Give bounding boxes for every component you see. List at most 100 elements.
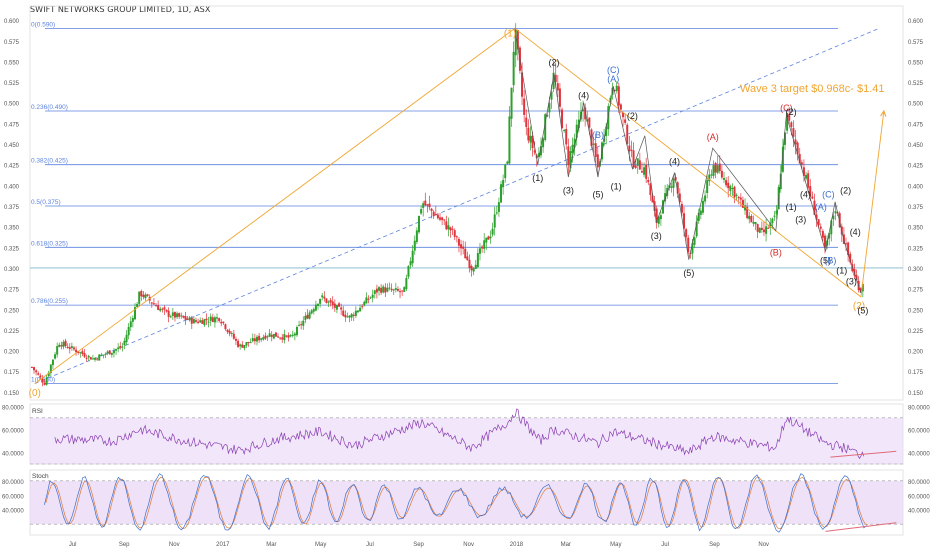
price-tick-right: 0.275: [908, 288, 924, 294]
candle-body: [43, 382, 46, 385]
candle-body: [546, 114, 549, 117]
candle-body: [194, 320, 197, 322]
candle-body: [340, 307, 343, 310]
stoch-k-line: [44, 473, 867, 533]
wave-label: (1): [504, 29, 516, 40]
price-tick-left: 0.375: [4, 205, 20, 211]
candle-body: [565, 128, 568, 145]
candle-body: [622, 112, 625, 118]
candle-body: [712, 165, 715, 176]
candle-body: [701, 200, 704, 213]
rsi-title: RSI: [32, 408, 43, 415]
wave-label: (5): [592, 190, 603, 200]
candle-body: [634, 165, 637, 168]
price-tick-left: 0.600: [4, 19, 20, 25]
candle-body: [527, 127, 530, 141]
candle-body: [178, 313, 181, 317]
candle-body: [727, 182, 730, 189]
price-tick-right: 0.425: [908, 164, 924, 170]
candle-body: [123, 340, 126, 346]
candle-body: [760, 227, 763, 230]
candle-body: [365, 297, 368, 304]
candle-body: [62, 341, 65, 347]
stoch-tick-right: 60.0000: [908, 494, 930, 500]
wave-label: (3): [563, 185, 574, 195]
candle-body: [758, 227, 761, 233]
candle-body: [655, 208, 658, 223]
time-tick: 2018: [510, 542, 524, 548]
candle-body: [464, 248, 467, 259]
candle-body: [571, 144, 574, 154]
wave-label: (2): [853, 301, 865, 312]
candle-body: [81, 351, 84, 354]
candle-body: [470, 266, 473, 271]
candle-body: [790, 122, 793, 128]
candle-body: [544, 114, 547, 140]
candle-body: [106, 351, 109, 354]
candle-body: [140, 290, 143, 297]
candle-body: [779, 173, 782, 190]
candle-body: [558, 88, 561, 107]
price-tick-right: 0.150: [908, 391, 924, 397]
candle-body: [314, 304, 317, 311]
candle-body: [741, 199, 744, 208]
candle-body: [609, 97, 612, 104]
candle-body: [811, 196, 814, 199]
time-tick: Jul: [69, 542, 77, 548]
candle-body: [512, 51, 515, 86]
wave-label: (3): [651, 231, 662, 241]
candle-body: [327, 301, 330, 303]
candle-body: [680, 203, 683, 213]
candle-body: [796, 142, 799, 155]
candle-body: [346, 316, 349, 318]
candle-body: [615, 85, 618, 92]
chart-title: SWIFT NETWORKS GROUP LIMITED, 1D, ASX: [30, 5, 211, 14]
candle-body: [100, 354, 103, 356]
candle-body: [539, 146, 542, 156]
stoch-tick-right: 40.0000: [908, 509, 930, 515]
candle-body: [647, 179, 650, 183]
price-tick-left: 0.500: [4, 102, 20, 108]
candle-body: [352, 314, 355, 316]
candle-body: [457, 238, 460, 246]
candle-body: [723, 178, 726, 180]
candle-body: [243, 344, 246, 349]
candle-body: [483, 240, 486, 249]
price-tick-left: 0.575: [4, 40, 20, 46]
candle-body: [237, 340, 240, 347]
candle-body: [773, 215, 776, 217]
candle-body: [653, 201, 656, 211]
price-tick-right: 0.200: [908, 350, 924, 356]
candle-body: [249, 342, 252, 344]
candle-body: [317, 303, 320, 306]
candle-body: [619, 104, 622, 110]
candle-body: [222, 321, 225, 324]
candle-body: [802, 167, 805, 176]
candle-body: [104, 353, 107, 355]
candle-body: [331, 301, 334, 305]
candle-body: [495, 212, 498, 214]
candle-body: [33, 367, 36, 371]
candle-body: [333, 303, 336, 308]
candle-body: [41, 378, 44, 383]
stoch-tick-left: 60.0000: [2, 494, 24, 500]
candle-body: [823, 235, 826, 248]
candle-body: [359, 307, 362, 312]
candle-body: [569, 151, 572, 169]
candle-body: [268, 333, 271, 337]
candle-body: [205, 318, 208, 321]
wave-label: (1): [611, 181, 622, 191]
candle-body: [199, 320, 202, 323]
price-tick-left: 0.150: [4, 391, 20, 397]
candle-body: [409, 261, 412, 266]
candle-body: [649, 183, 652, 195]
wave-label: (3): [846, 276, 857, 286]
candle-body: [112, 350, 115, 354]
candle-body: [805, 174, 808, 179]
candle-body: [264, 335, 267, 339]
candle-body: [70, 346, 73, 348]
candle-body: [247, 341, 250, 343]
candle-body: [129, 321, 132, 328]
candle-body: [285, 335, 288, 337]
